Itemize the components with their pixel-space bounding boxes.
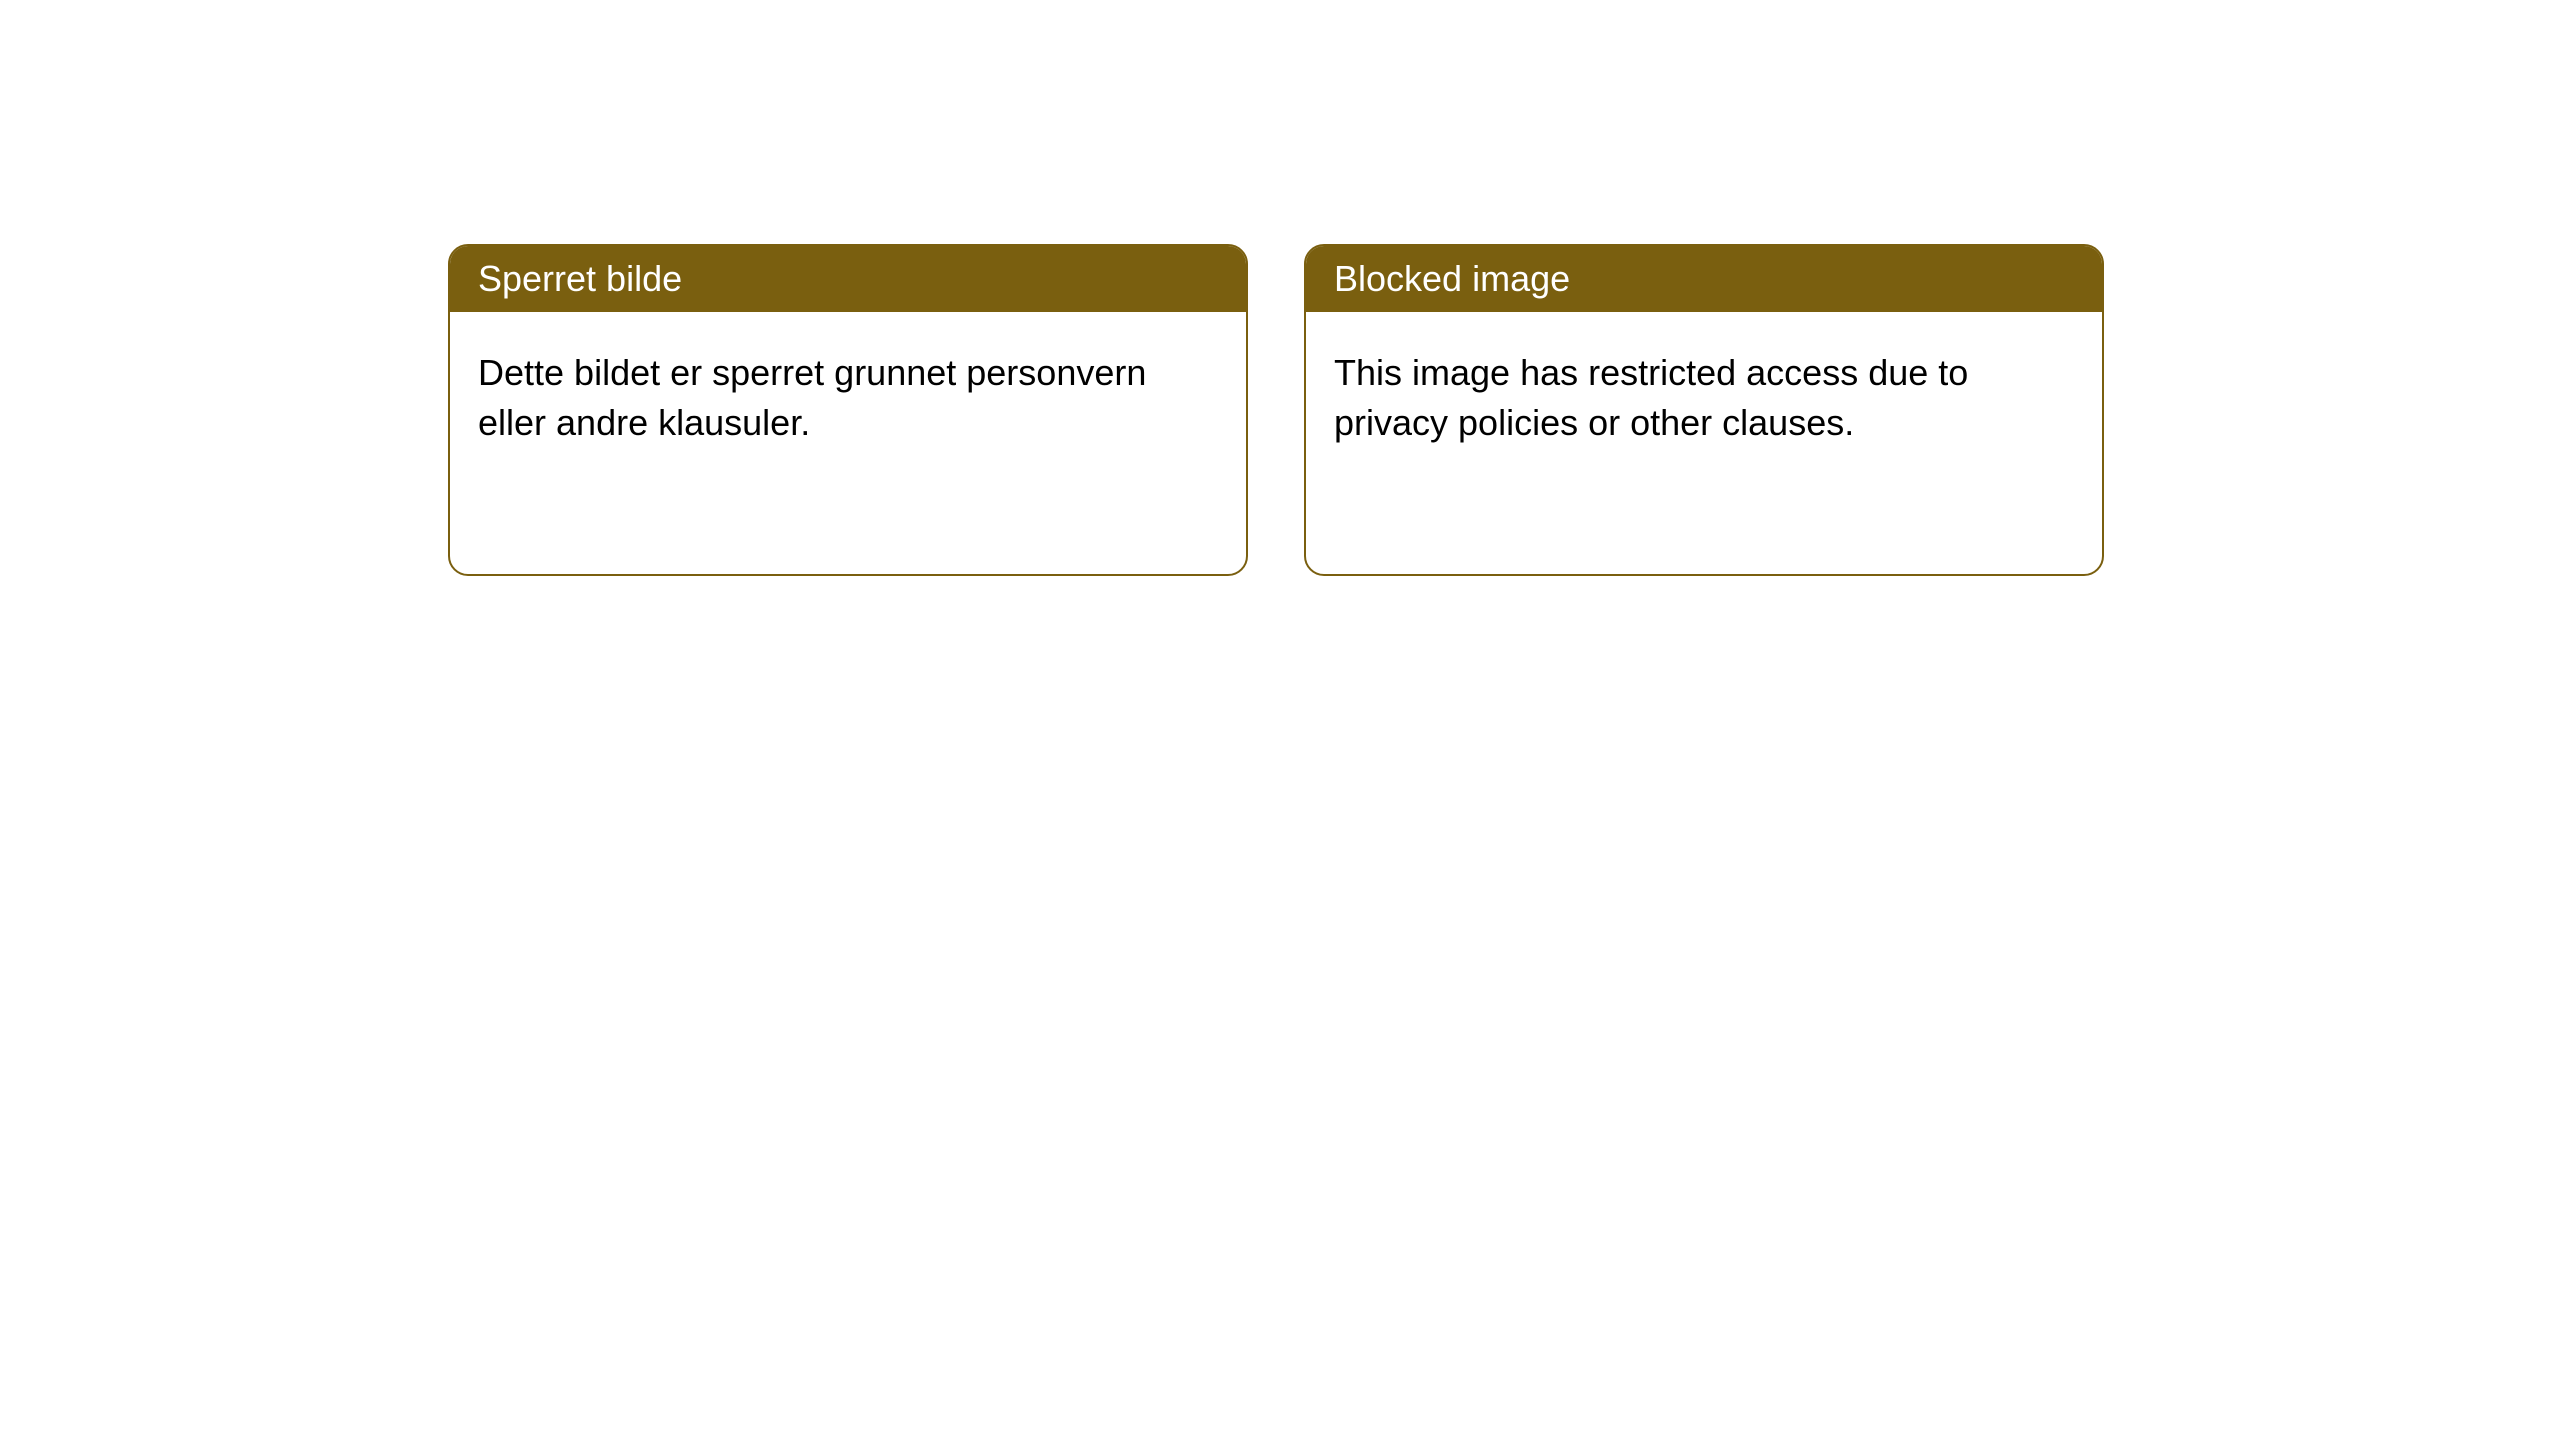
notice-container: Sperret bilde Dette bildet er sperret gr… <box>0 0 2560 576</box>
notice-card-english: Blocked image This image has restricted … <box>1304 244 2104 576</box>
notice-header-english: Blocked image <box>1306 246 2102 312</box>
notice-body-english: This image has restricted access due to … <box>1306 312 2102 485</box>
notice-card-norwegian: Sperret bilde Dette bildet er sperret gr… <box>448 244 1248 576</box>
notice-body-norwegian: Dette bildet er sperret grunnet personve… <box>450 312 1246 485</box>
notice-header-norwegian: Sperret bilde <box>450 246 1246 312</box>
